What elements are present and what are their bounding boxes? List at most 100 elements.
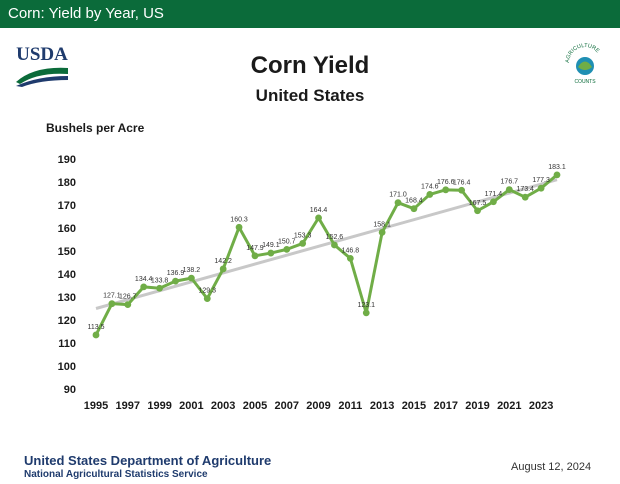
y-tick-label: 120 — [58, 315, 76, 327]
data-point — [537, 184, 545, 192]
data-point — [442, 186, 450, 194]
y-tick-label: 90 — [64, 384, 76, 396]
data-label: 176.7 — [501, 179, 519, 186]
y-tick-label: 160 — [58, 223, 76, 235]
x-tick-label: 2011 — [338, 400, 362, 412]
data-label: 133.8 — [151, 277, 169, 284]
chart-title: Corn Yield — [250, 52, 370, 79]
x-tick-label: 2001 — [179, 400, 203, 412]
footer-date: August 12, 2024 — [511, 461, 592, 473]
counts-logo-bottom-text: COUNTS — [574, 79, 596, 85]
data-point — [331, 241, 338, 249]
data-point — [251, 252, 259, 260]
data-label: 134.4 — [135, 276, 153, 283]
data-label: 147.9 — [246, 245, 264, 252]
x-tick-label: 2013 — [370, 400, 394, 412]
data-point — [315, 214, 322, 222]
y-tick-label: 130 — [58, 292, 76, 304]
y-tick-label: 150 — [58, 246, 76, 258]
footer-agency: National Agricultural Statistics Service — [24, 469, 208, 480]
data-point — [219, 265, 227, 273]
data-label: 129.3 — [199, 288, 217, 295]
data-point — [362, 309, 370, 317]
data-point — [156, 284, 163, 292]
x-tick-label: 2007 — [275, 400, 299, 412]
data-point — [235, 223, 243, 231]
data-label: 146.8 — [342, 247, 360, 254]
footer-organization: United States Department of Agriculture — [24, 453, 272, 468]
y-axis-ticks: 90 100 110 120 130 140 150 160 170 180 190 — [58, 154, 76, 396]
agriculture-counts-logo: AGRICULTURE COUNTS — [565, 43, 601, 85]
y-tick-label: 170 — [58, 200, 76, 212]
data-point — [140, 283, 148, 291]
x-tick-label: 2015 — [402, 400, 426, 412]
usda-logo-text: USDA — [16, 44, 68, 65]
header-bar: Corn: Yield by Year, US — [0, 0, 620, 28]
data-label: 160.3 — [230, 216, 248, 223]
data-point — [346, 254, 354, 262]
data-point — [426, 191, 434, 198]
data-point — [394, 199, 402, 207]
data-label: 123.1 — [357, 302, 375, 309]
data-label: 183.1 — [548, 164, 566, 171]
y-tick-label: 110 — [58, 338, 76, 350]
x-tick-label: 1995 — [84, 400, 108, 412]
x-tick-label: 1997 — [116, 400, 140, 412]
data-label: 158.1 — [373, 221, 391, 228]
data-point — [521, 193, 529, 201]
data-point — [505, 186, 513, 193]
data-label: 173.4 — [516, 186, 534, 193]
x-axis-ticks: 1995 1997 1999 2001 2003 2005 2007 2009 2011 2013… — [84, 400, 554, 412]
trend-line — [95, 178, 558, 310]
x-tick-label: 1999 — [147, 400, 171, 412]
data-point — [124, 301, 132, 308]
chart-subtitle: United States — [255, 86, 365, 105]
data-label: 149.1 — [262, 242, 280, 249]
data-point — [490, 198, 497, 206]
data-label: 167.5 — [469, 200, 487, 207]
data-point — [474, 207, 481, 215]
y-tick-label: 140 — [58, 269, 76, 281]
data-point — [187, 274, 195, 282]
y-tick-label: 100 — [58, 361, 76, 373]
data-point — [203, 295, 211, 303]
data-point — [299, 240, 307, 247]
data-point — [172, 277, 179, 285]
data-label: 126.7 — [119, 294, 137, 301]
data-label: 142.2 — [214, 258, 232, 265]
data-label: 176.4 — [453, 179, 471, 186]
data-point — [267, 249, 275, 257]
data-label: 164.4 — [310, 207, 328, 214]
data-label: 168.4 — [405, 198, 423, 205]
data-point — [283, 245, 291, 253]
data-point — [553, 171, 561, 179]
data-point — [458, 186, 466, 194]
data-point — [378, 228, 386, 236]
y-tick-label: 180 — [58, 177, 76, 189]
data-label: 171.0 — [389, 192, 407, 199]
data-label: 174.6 — [421, 183, 439, 190]
data-label: 113.5 — [88, 324, 105, 331]
yield-points — [92, 171, 561, 339]
data-label: 171.4 — [485, 191, 503, 198]
data-label: 150.7 — [278, 238, 296, 245]
leaf-icon — [578, 61, 592, 70]
data-label: 138.2 — [183, 267, 201, 274]
data-point — [92, 331, 100, 339]
data-label: 153.3 — [294, 232, 312, 239]
x-tick-label: 2003 — [211, 400, 235, 412]
usda-logo-field — [16, 76, 68, 87]
data-label: 176.6 — [437, 179, 455, 186]
y-tick-label: 190 — [58, 154, 76, 166]
x-tick-label: 2009 — [306, 400, 330, 412]
usda-logo-hill — [16, 67, 68, 84]
x-tick-label: 2021 — [497, 400, 521, 412]
data-label: 127.1 — [103, 293, 121, 300]
data-label: 136.9 — [167, 270, 185, 277]
usda-logo: USDA — [16, 44, 68, 87]
x-tick-label: 2005 — [243, 400, 267, 412]
x-tick-label: 2023 — [529, 400, 553, 412]
x-tick-label: 2019 — [465, 400, 489, 412]
